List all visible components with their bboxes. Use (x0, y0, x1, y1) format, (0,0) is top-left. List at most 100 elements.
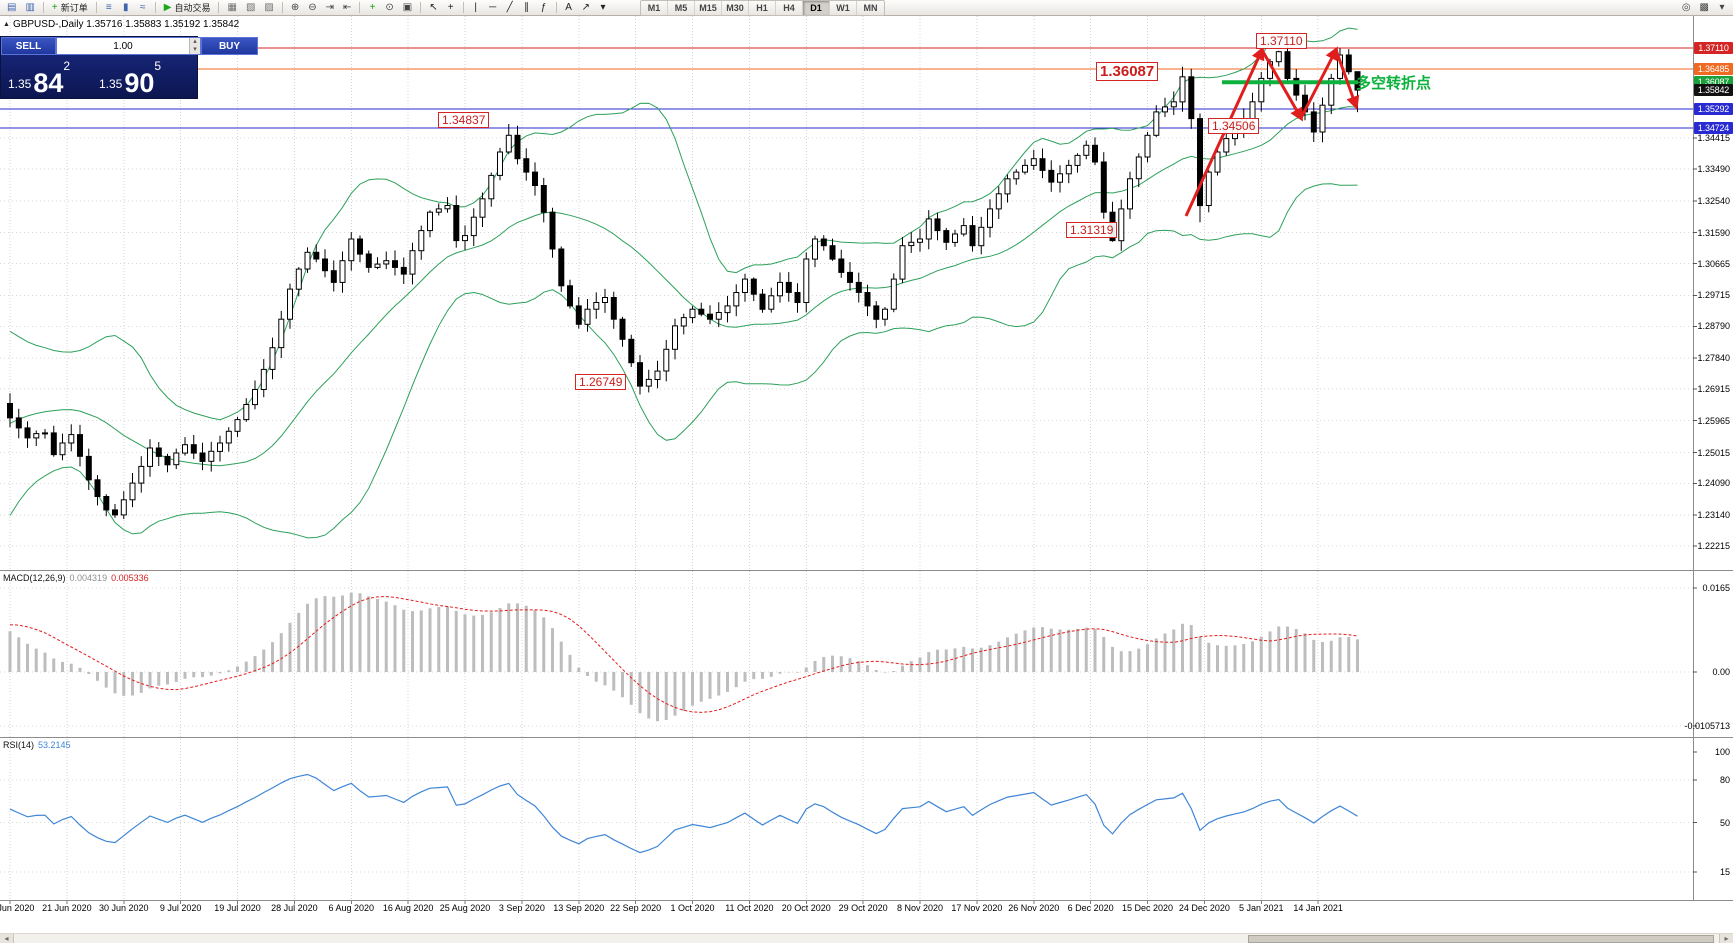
toolbar-overflow-button[interactable]: ▾ (1714, 1, 1730, 15)
auto-scroll-button[interactable]: ⇥ (322, 1, 338, 15)
rsi-name: RSI(14) (3, 740, 35, 750)
line-chart-icon[interactable]: ≈ (135, 1, 151, 15)
bid-price-major: 1.35 (8, 77, 32, 91)
channel-button[interactable]: ∥ (519, 1, 535, 15)
arrow-tools-button[interactable]: ↗ (578, 1, 594, 15)
cascade-windows-icon[interactable]: ▧ (242, 1, 259, 15)
toolbar-separator (281, 2, 283, 13)
sell-button[interactable]: SELL (1, 37, 56, 55)
bid-price-pips: 84 (33, 68, 64, 99)
line-chart-icon-icon: ≈ (140, 1, 146, 13)
candlestick-chart-icon-icon: ▮ (123, 1, 129, 13)
main-toolbar: ▤ ▥ + 新订单 ≡ ▮ ≈ ▶ 自动交易 ▦ ▧ ▨ ⊕ ⊖ ⇥ ⇤ + ⊙ ▣ ↖ + | ─ ╱ ∥ ƒ A ↗ ▾ M1 M5 M1… (0, 0, 1733, 16)
zoom-in-button[interactable]: ⊕ (287, 1, 303, 15)
cursor-button[interactable]: ↖ (425, 1, 441, 15)
toolbar-separator (154, 2, 156, 13)
search-button[interactable]: ◎ (1678, 1, 1695, 15)
rsi-value: 53.2145 (38, 740, 71, 750)
timeframe-h4-button[interactable]: H4 (776, 0, 804, 15)
scroll-left-button[interactable]: ◂ (0, 934, 14, 943)
timeframe-d1-button[interactable]: D1 (803, 0, 831, 15)
shapes-icon: ▾ (600, 1, 606, 13)
trendline-icon: ╱ (506, 1, 513, 13)
arrange-windows-icon[interactable]: ▨ (260, 1, 277, 15)
timeframe-m5-button[interactable]: M5 (668, 0, 696, 15)
templates-button[interactable]: ▣ (399, 1, 416, 15)
search-icon: ◎ (1681, 1, 1691, 13)
shapes-dropdown[interactable]: ▾ (595, 1, 611, 15)
timeframe-m30-button[interactable]: M30 (722, 0, 750, 15)
chart-window-icon[interactable]: ▤ (3, 1, 20, 15)
horizontal-scrollbar[interactable]: ◂ ▸ (0, 933, 1733, 943)
profile-window-icon[interactable]: ▥ (21, 1, 38, 15)
macd-indicator-label: MACD(12,26,9) 0.004319 0.005336 (3, 573, 149, 583)
arrange-windows-icon-icon: ▨ (264, 1, 274, 13)
chart-title-ohlc: GBPUSD-,Daily 1.35716 1.35883 1.35192 1.… (12, 19, 240, 30)
vertical-line-button[interactable]: | (468, 1, 484, 15)
timeframe-mn-button[interactable]: MN (857, 0, 885, 15)
bar-chart-icon[interactable]: ≡ (101, 1, 117, 15)
price-annotation-label[interactable]: 1.26749 (575, 374, 627, 390)
vertical-line-icon: | (474, 1, 477, 13)
timeframe-w1-button[interactable]: W1 (830, 0, 858, 15)
price-annotation-label[interactable]: 1.34506 (1208, 118, 1260, 134)
toolbar-separator (359, 2, 361, 13)
trendline-button[interactable]: ╱ (502, 1, 518, 15)
chart-shift-icon: ⇤ (343, 1, 352, 13)
timeframe-h1-button[interactable]: H1 (749, 0, 777, 15)
ask-price-point: 5 (154, 59, 162, 73)
autotrading-button-label: 自动交易 (174, 3, 211, 13)
volume-down-button[interactable]: ▾ (190, 46, 200, 54)
one-click-trading-panel: SELL ▴ ▾ BUY 1.35 84 2 1.35 90 5 (0, 36, 258, 99)
tile-windows-icon[interactable]: ▦ (223, 1, 240, 15)
bar-chart-icon-icon: ≡ (105, 1, 112, 13)
toolbar-overflow-icon: ▾ (1719, 1, 1725, 13)
new-order-button[interactable]: + 新订单 (48, 1, 92, 15)
buy-button[interactable]: BUY (201, 37, 258, 55)
toolbar-separator (555, 2, 557, 13)
rsi-indicator-label: RSI(14) 53.2145 (3, 740, 71, 750)
horizontal-line-icon: ─ (489, 1, 497, 13)
horizontal-line-button[interactable]: ─ (485, 1, 501, 15)
settings-icon: ▩ (1699, 1, 1709, 13)
autotrading-button[interactable]: ▶ 自动交易 (160, 1, 215, 15)
templates-icon: ▣ (402, 1, 413, 13)
bid-price: 1.35 84 2 (8, 56, 99, 99)
settings-button[interactable]: ▩ (1696, 1, 1713, 15)
volume-input[interactable] (57, 38, 189, 54)
price-annotation-label[interactable]: 1.34837 (438, 112, 490, 128)
volume-up-button[interactable]: ▴ (190, 38, 200, 46)
periods-button[interactable]: ⊙ (381, 1, 397, 15)
macd-name: MACD(12,26,9) (3, 573, 66, 583)
text-button[interactable]: A (561, 1, 577, 15)
chart-note-text[interactable]: 多空转折点 (1356, 75, 1432, 92)
tile-windows-icon-icon: ▦ (227, 1, 237, 13)
crosshair-button[interactable]: + (443, 1, 459, 15)
arrow-tools-icon: ↗ (581, 1, 591, 13)
macd-signal-value: 0.005336 (111, 573, 149, 583)
candlestick-chart-icon[interactable]: ▮ (118, 1, 134, 15)
price-annotation-label[interactable]: 1.31319 (1066, 222, 1118, 238)
chart-shift-button[interactable]: ⇤ (339, 1, 355, 15)
zoom-in-icon: ⊕ (290, 1, 300, 13)
price-annotation-label[interactable]: 1.37110 (1256, 33, 1307, 49)
volume-field: ▴ ▾ (56, 37, 201, 55)
toolbar-separator (218, 2, 220, 13)
scrollbar-thumb[interactable] (1248, 935, 1714, 943)
price-annotation-label[interactable]: 1.36087 (1096, 62, 1159, 81)
timeframe-m1-button[interactable]: M1 (641, 0, 669, 15)
fibonacci-button[interactable]: ƒ (536, 1, 552, 15)
ask-price-pips: 90 (124, 68, 155, 99)
zoom-out-button[interactable]: ⊖ (304, 1, 320, 15)
chart-header: ▲ GBPUSD-,Daily 1.35716 1.35883 1.35192 1… (3, 19, 239, 30)
scroll-right-button[interactable]: ▸ (1719, 934, 1733, 943)
cursor-icon: ↖ (429, 1, 438, 13)
indicators-button[interactable]: + (364, 1, 380, 15)
text-icon: A (565, 1, 572, 13)
bid-price-point: 2 (63, 59, 71, 73)
collapse-panel-icon[interactable]: ▲ (3, 21, 10, 28)
ask-price-major: 1.35 (99, 77, 123, 91)
timeframe-m15-button[interactable]: M15 (695, 0, 723, 15)
